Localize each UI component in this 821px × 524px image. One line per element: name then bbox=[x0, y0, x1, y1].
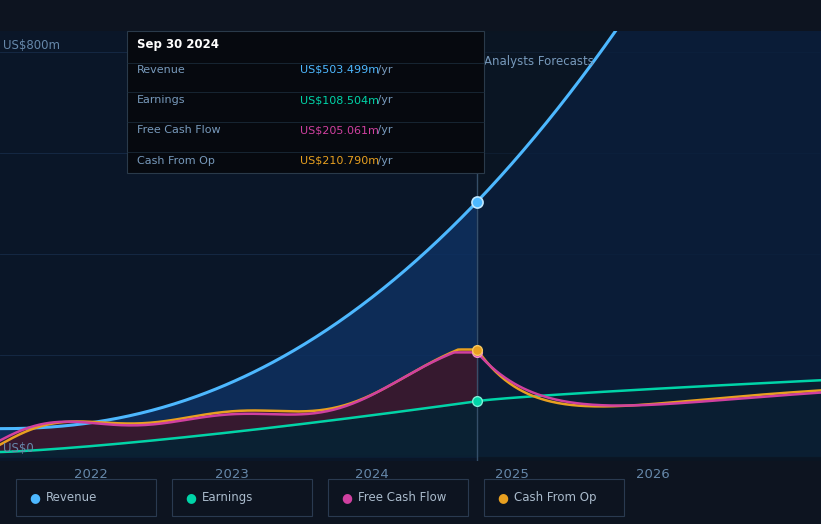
Text: ●: ● bbox=[30, 492, 40, 504]
Text: US$108.504m: US$108.504m bbox=[300, 95, 378, 105]
Text: /yr: /yr bbox=[374, 64, 392, 74]
Text: Free Cash Flow: Free Cash Flow bbox=[358, 492, 447, 504]
Text: Past: Past bbox=[441, 55, 470, 68]
Text: ●: ● bbox=[342, 492, 352, 504]
Text: /yr: /yr bbox=[374, 156, 392, 166]
Bar bbox=[477, 31, 821, 461]
Text: Analysts Forecasts: Analysts Forecasts bbox=[484, 55, 594, 68]
Text: Cash From Op: Cash From Op bbox=[514, 492, 596, 504]
Text: US$0: US$0 bbox=[2, 442, 34, 455]
Text: US$503.499m: US$503.499m bbox=[300, 64, 378, 74]
Text: Revenue: Revenue bbox=[46, 492, 98, 504]
Text: Free Cash Flow: Free Cash Flow bbox=[137, 125, 221, 136]
Text: US$205.061m: US$205.061m bbox=[300, 125, 378, 136]
Text: ●: ● bbox=[186, 492, 196, 504]
Text: Earnings: Earnings bbox=[202, 492, 254, 504]
Text: /yr: /yr bbox=[374, 125, 392, 136]
Text: Cash From Op: Cash From Op bbox=[137, 156, 215, 166]
Text: Sep 30 2024: Sep 30 2024 bbox=[137, 38, 219, 51]
Text: Revenue: Revenue bbox=[137, 64, 186, 74]
Text: Earnings: Earnings bbox=[137, 95, 186, 105]
Text: US$800m: US$800m bbox=[2, 39, 60, 52]
Text: ●: ● bbox=[498, 492, 508, 504]
Text: US$210.790m: US$210.790m bbox=[300, 156, 378, 166]
Text: /yr: /yr bbox=[374, 95, 392, 105]
